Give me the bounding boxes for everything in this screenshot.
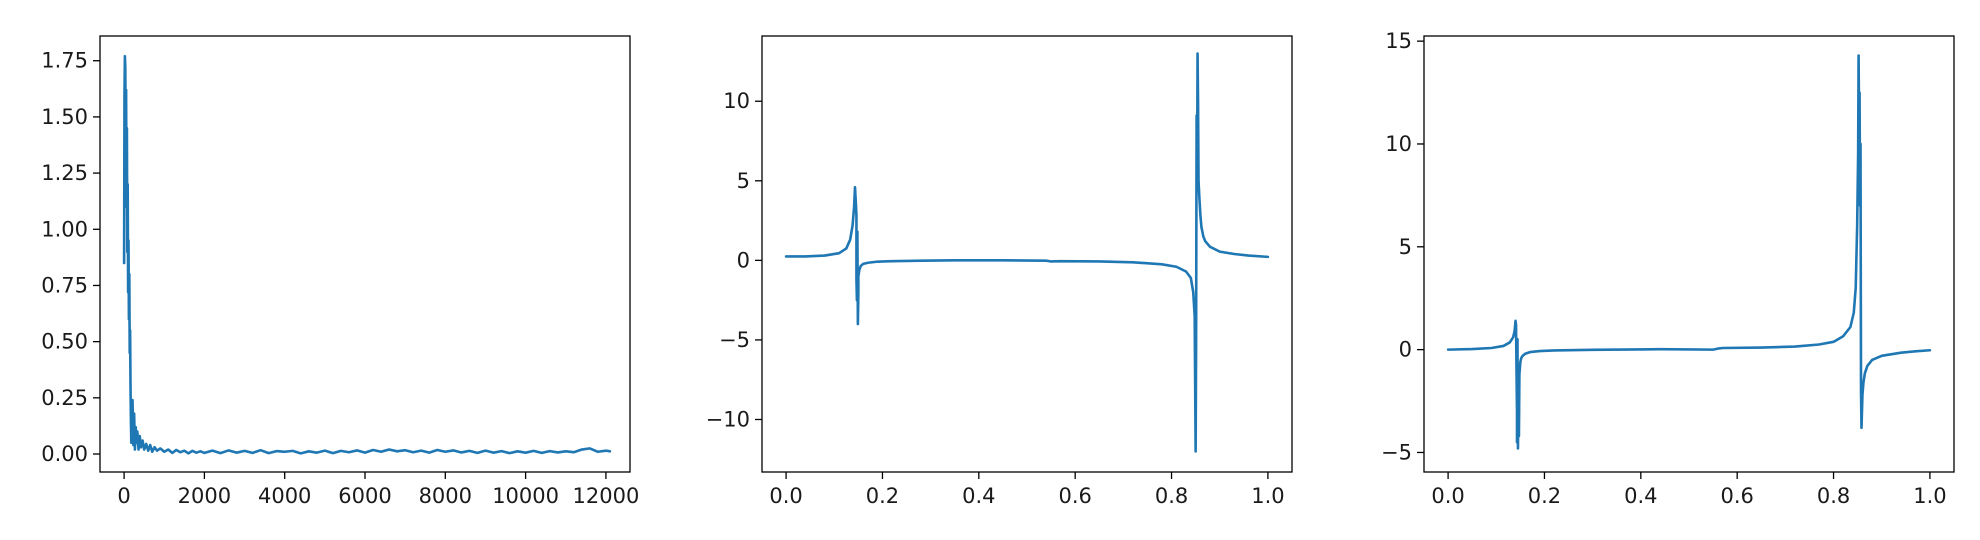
x-tick-label: 12000 (573, 484, 640, 508)
y-tick-label: 5 (1399, 235, 1412, 259)
x-tick-label: 0.6 (1720, 484, 1753, 508)
x-tick-label: 0 (117, 484, 130, 508)
x-tick-label: 0.6 (1058, 484, 1091, 508)
y-tick-label: 1.50 (41, 105, 88, 129)
y-tick-label: 0.25 (41, 386, 88, 410)
y-tick-label: 1.00 (41, 217, 88, 241)
x-tick-label: 1.0 (1913, 484, 1946, 508)
axes-frame (761, 35, 1293, 473)
x-tick-label: 0.0 (769, 484, 802, 508)
subplot-response-middle: 0.0 0.2 0.4 0.6 0.8 1.0 −10 −5 0 5 10 (706, 35, 1293, 508)
y-tick-label: −5 (719, 328, 750, 352)
y-tick-label: 5 (737, 169, 750, 193)
x-tick-label: 0.8 (1817, 484, 1850, 508)
x-tick-label: 10000 (492, 484, 559, 508)
x-tick-label: 0.2 (1528, 484, 1561, 508)
y-tick-label: 10 (1385, 132, 1412, 156)
series-line-loss (122, 54, 612, 455)
x-tick-label: 0.0 (1431, 484, 1464, 508)
y-tick-label: 0 (737, 248, 750, 272)
y-tick-label: −5 (1381, 440, 1412, 464)
x-tick-label: 1.0 (1251, 484, 1284, 508)
y-tick-label: 15 (1385, 29, 1412, 53)
axes-frame (1423, 35, 1955, 473)
y-tick-label: 0.75 (41, 273, 88, 297)
x-tick-label: 0.2 (866, 484, 899, 508)
series-line-response (784, 52, 1270, 453)
subplot-response-right: 0.0 0.2 0.4 0.6 0.8 1.0 −5 0 5 10 15 (1381, 29, 1955, 508)
x-tick-label: 6000 (338, 484, 391, 508)
x-tick-label: 0.4 (1624, 484, 1657, 508)
series-line-response (1446, 54, 1932, 450)
x-tick-label: 8000 (419, 484, 472, 508)
y-tick-label: 1.25 (41, 161, 88, 185)
y-tick-label: −10 (706, 407, 750, 431)
x-tick-label: 0.8 (1155, 484, 1188, 508)
y-tick-label: 0.50 (41, 330, 88, 354)
subplot-loss-curve: 0 2000 4000 6000 8000 10000 12000 0.00 0.25 0.50 0… (41, 35, 640, 508)
y-tick-label: 0.00 (41, 442, 88, 466)
y-tick-label: 10 (723, 89, 750, 113)
x-tick-label: 2000 (178, 484, 231, 508)
y-tick-label: 1.75 (41, 49, 88, 73)
x-tick-label: 0.4 (962, 484, 995, 508)
x-tick-label: 4000 (258, 484, 311, 508)
y-tick-label: 0 (1399, 338, 1412, 362)
